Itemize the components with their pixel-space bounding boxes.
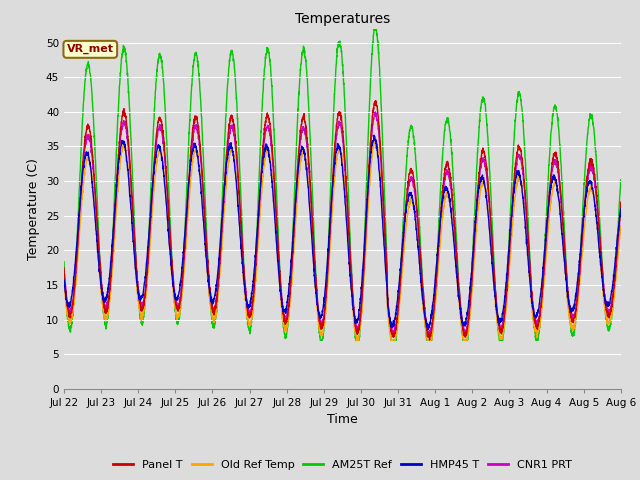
X-axis label: Time: Time bbox=[327, 413, 358, 426]
Y-axis label: Temperature (C): Temperature (C) bbox=[28, 158, 40, 260]
Title: Temperatures: Temperatures bbox=[295, 12, 390, 26]
Text: VR_met: VR_met bbox=[67, 44, 114, 54]
Legend: Panel T, Old Ref Temp, AM25T Ref, HMP45 T, CNR1 PRT: Panel T, Old Ref Temp, AM25T Ref, HMP45 … bbox=[109, 456, 576, 474]
